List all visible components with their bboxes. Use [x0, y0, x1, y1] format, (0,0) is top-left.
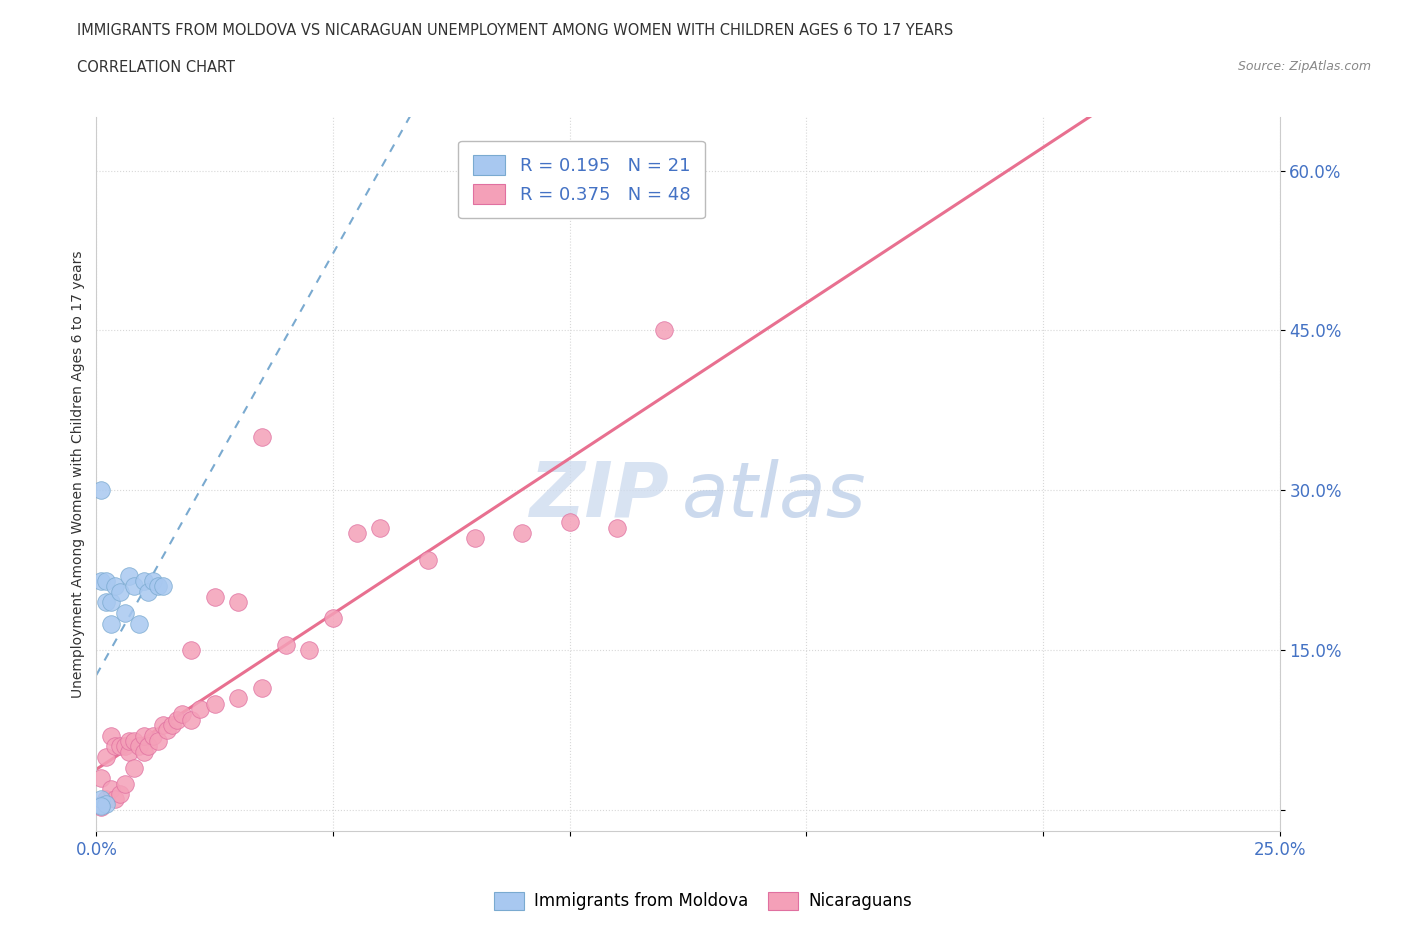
Point [128, 617, 150, 631]
Point [180, 712, 202, 727]
Point [160, 717, 183, 732]
Point [108, 584, 131, 599]
Point [90, 800, 112, 815]
Point [464, 531, 486, 546]
Point [228, 691, 250, 706]
Point [146, 578, 169, 593]
Point [114, 605, 136, 620]
Point [346, 525, 368, 540]
Point [94, 792, 117, 807]
Point [100, 728, 122, 743]
Point [652, 323, 675, 338]
Point [142, 728, 165, 743]
Point [118, 568, 141, 583]
Point [122, 760, 145, 775]
Point [108, 787, 131, 802]
Point [166, 712, 188, 727]
Point [190, 701, 212, 716]
Point [90, 799, 112, 814]
Point [122, 578, 145, 593]
Point [228, 595, 250, 610]
Point [510, 525, 533, 540]
Point [118, 734, 141, 749]
Point [204, 590, 226, 604]
Point [138, 584, 160, 599]
Point [132, 574, 155, 589]
Point [104, 578, 127, 593]
Point [122, 734, 145, 749]
Point [104, 738, 127, 753]
Legend: R = 0.195   N = 21, R = 0.375   N = 48: R = 0.195 N = 21, R = 0.375 N = 48 [458, 140, 704, 219]
Point [146, 734, 169, 749]
Point [274, 637, 297, 652]
Point [100, 617, 122, 631]
Point [94, 574, 117, 589]
Point [370, 520, 392, 535]
Point [94, 750, 117, 764]
Point [90, 797, 112, 812]
Point [558, 515, 581, 530]
Text: Source: ZipAtlas.com: Source: ZipAtlas.com [1237, 60, 1371, 73]
Point [114, 776, 136, 790]
Point [90, 574, 112, 589]
Point [104, 792, 127, 807]
Point [250, 680, 273, 695]
Text: ZIP: ZIP [530, 458, 671, 533]
Point [156, 723, 179, 737]
Point [138, 738, 160, 753]
Point [180, 643, 202, 658]
Point [142, 574, 165, 589]
Point [132, 744, 155, 759]
Point [90, 771, 112, 786]
Point [250, 430, 273, 445]
Point [114, 738, 136, 753]
Point [90, 483, 112, 498]
Text: CORRELATION CHART: CORRELATION CHART [77, 60, 235, 75]
Point [298, 643, 321, 658]
Point [118, 744, 141, 759]
Point [152, 578, 174, 593]
Point [322, 611, 344, 626]
Point [100, 781, 122, 796]
Text: atlas: atlas [682, 458, 866, 533]
Point [170, 707, 193, 722]
Point [204, 697, 226, 711]
Text: IMMIGRANTS FROM MOLDOVA VS NICARAGUAN UNEMPLOYMENT AMONG WOMEN WITH CHILDREN AGE: IMMIGRANTS FROM MOLDOVA VS NICARAGUAN UN… [77, 23, 953, 38]
Point [94, 796, 117, 811]
Point [128, 738, 150, 753]
Point [416, 552, 439, 567]
Point [100, 595, 122, 610]
Legend: Immigrants from Moldova, Nicaraguans: Immigrants from Moldova, Nicaraguans [488, 885, 918, 917]
Point [94, 595, 117, 610]
Y-axis label: Unemployment Among Women with Children Ages 6 to 17 years: Unemployment Among Women with Children A… [72, 251, 86, 698]
Point [132, 728, 155, 743]
Point [108, 738, 131, 753]
Point [90, 792, 112, 807]
Point [606, 520, 628, 535]
Point [90, 797, 112, 812]
Point [152, 717, 174, 732]
